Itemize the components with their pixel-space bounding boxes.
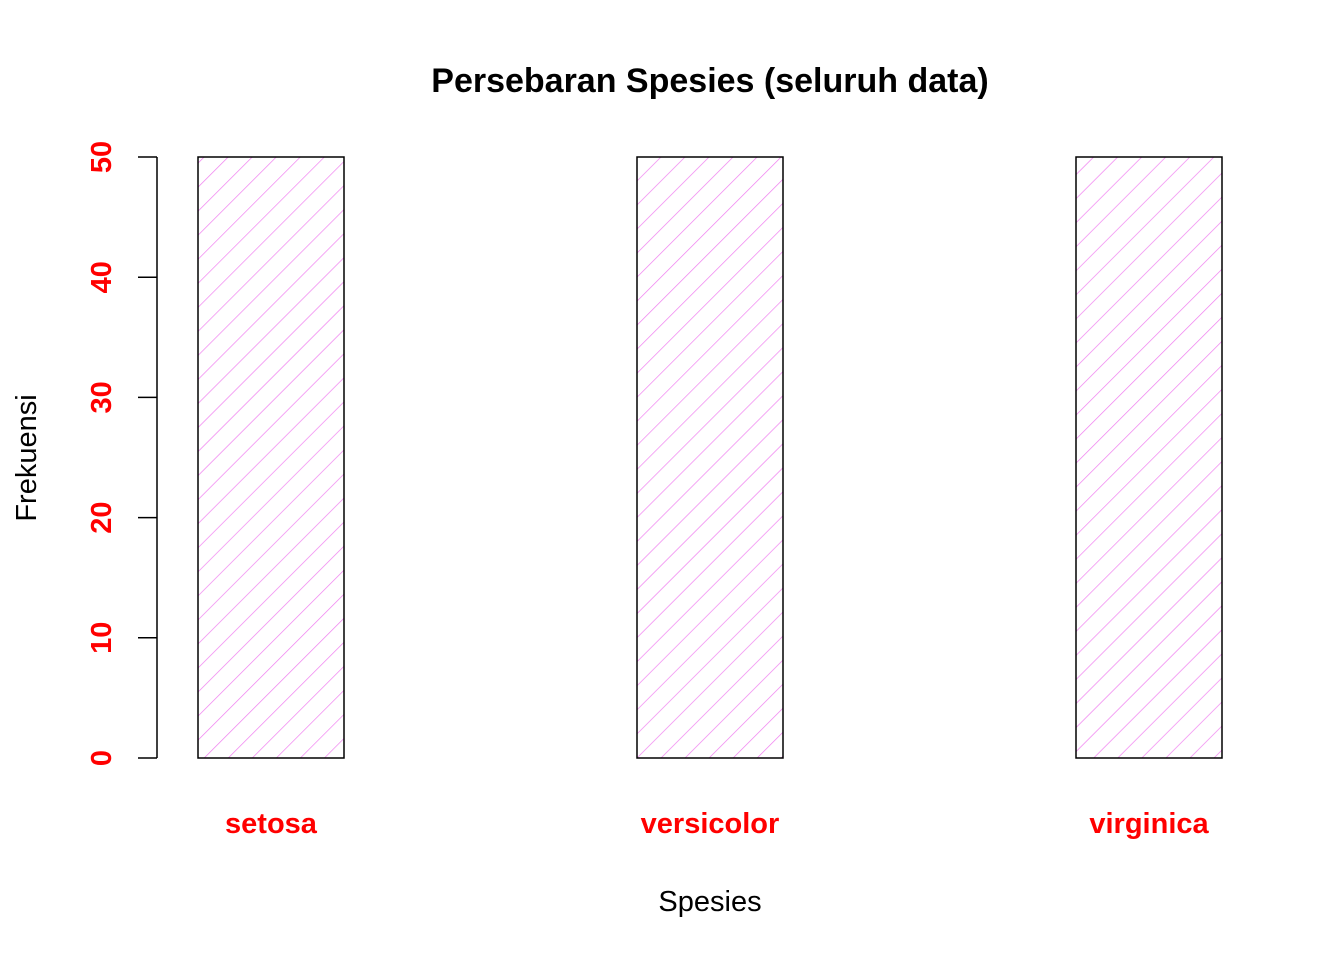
y-tick-label-50: 50 bbox=[86, 141, 118, 173]
y-tick-label-30: 30 bbox=[86, 381, 118, 413]
bars-group bbox=[197, 156, 1223, 759]
y-tick-label-40: 40 bbox=[86, 261, 118, 293]
y-tick-label-10: 10 bbox=[86, 622, 118, 654]
x-axis-title: Spesies bbox=[658, 886, 761, 918]
x-category-label-setosa: setosa bbox=[225, 808, 318, 840]
y-axis-title: Frekuensi bbox=[11, 394, 43, 521]
y-tick-label-20: 20 bbox=[86, 501, 118, 533]
chart-title: Persebaran Spesies (seluruh data) bbox=[431, 62, 988, 100]
bar-versicolor bbox=[636, 156, 784, 759]
bar-setosa bbox=[197, 156, 345, 759]
y-tick-label-0: 0 bbox=[86, 750, 118, 766]
x-category-label-versicolor: versicolor bbox=[641, 808, 780, 840]
bar-virginica bbox=[1075, 156, 1223, 759]
x-axis-labels: setosa versicolor virginica bbox=[225, 808, 1209, 840]
x-category-label-virginica: virginica bbox=[1089, 808, 1209, 840]
y-axis: 0 10 20 30 40 50 bbox=[86, 141, 158, 766]
